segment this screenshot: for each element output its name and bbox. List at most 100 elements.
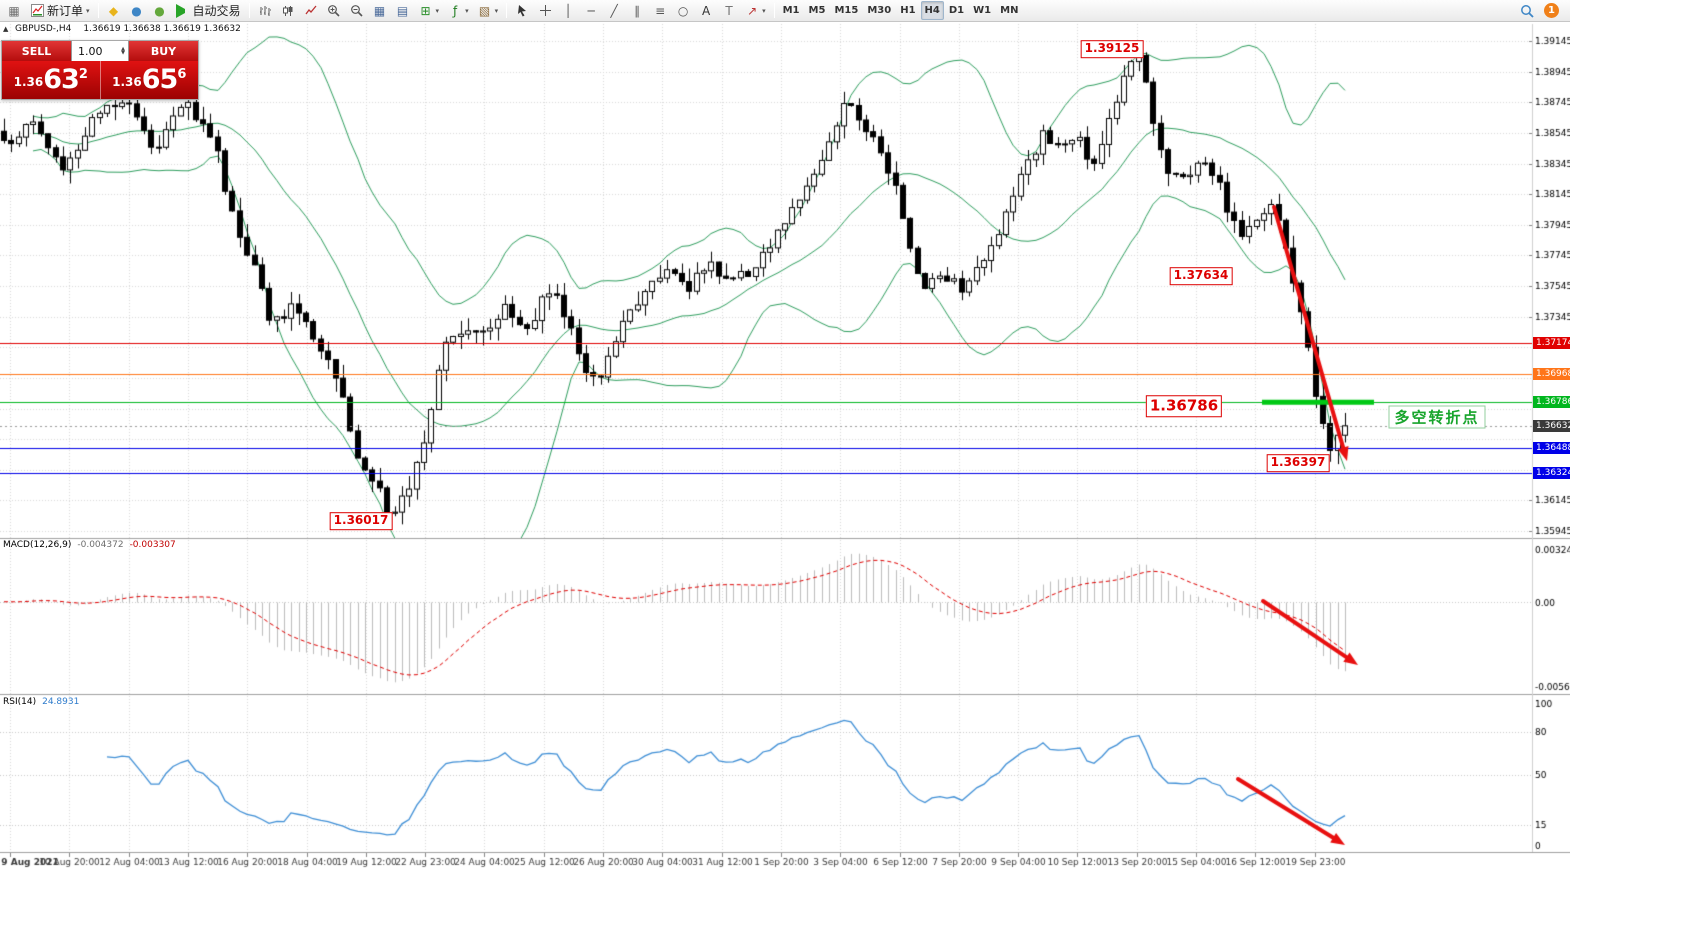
vertical-line-button[interactable]: │ bbox=[557, 1, 579, 20]
cursor-button[interactable] bbox=[511, 1, 533, 20]
sell-price-button[interactable]: 1.36 63 2 bbox=[2, 61, 100, 99]
buy-button[interactable]: BUY bbox=[129, 41, 198, 61]
price-flag[interactable]: 1.36786 bbox=[1145, 395, 1223, 417]
arrange-windows-button[interactable]: ▤ bbox=[392, 1, 414, 20]
autotrading-button[interactable]: 自动交易 bbox=[172, 1, 245, 20]
metaeditor-button[interactable]: ◆ bbox=[103, 1, 125, 20]
trendline-button[interactable]: ╱ bbox=[603, 1, 625, 20]
equidistant-channel-button[interactable]: ∥ bbox=[626, 1, 648, 20]
current-price-badge: 1.36632 bbox=[1533, 420, 1573, 432]
one-click-toggle-icon[interactable]: ▲ bbox=[3, 25, 9, 33]
horizontal-line-button[interactable]: ─ bbox=[580, 1, 602, 20]
volume-down-icon[interactable]: ▼ bbox=[121, 50, 125, 56]
search-button[interactable] bbox=[1516, 1, 1538, 20]
indicators-button[interactable]: ƒ ▾ bbox=[444, 1, 473, 20]
rsi-header: RSI(14) 24.8931 bbox=[3, 697, 79, 707]
zoom-out-button[interactable] bbox=[346, 1, 368, 20]
autotrading-label: 自动交易 bbox=[192, 4, 241, 18]
zoom-in-button[interactable] bbox=[323, 1, 345, 20]
price-chart-canvas[interactable] bbox=[0, 0, 1570, 946]
market-news-button[interactable]: ● bbox=[149, 1, 171, 20]
timeframe-h1-label: H1 bbox=[900, 5, 916, 16]
sell-price-point: 2 bbox=[78, 67, 88, 82]
volume-up-icon[interactable]: ▲ bbox=[121, 45, 125, 52]
community-icon: ● bbox=[131, 3, 142, 18]
arrows-icon: ↗ bbox=[747, 3, 758, 18]
price-flag[interactable]: 1.36017 bbox=[329, 512, 393, 530]
fibonacci-icon: ≡ bbox=[655, 3, 666, 18]
fibonacci-retracement-button[interactable]: ≡ bbox=[649, 1, 671, 20]
new-order-button[interactable]: 新订单 ▾ bbox=[26, 1, 94, 20]
indicators-icon: ƒ bbox=[452, 3, 458, 18]
timeframe-m15-button[interactable]: M15 bbox=[830, 1, 862, 20]
text-icon: A bbox=[701, 3, 711, 18]
level-price-badge: 1.36488 bbox=[1533, 442, 1573, 454]
volume-field[interactable]: 1.00 ▲ ▼ bbox=[71, 41, 129, 61]
autotrading-icon bbox=[175, 3, 190, 18]
new-order-icon bbox=[30, 4, 44, 18]
new-chart-icon: ⊞ bbox=[420, 3, 431, 18]
zoom-out-icon bbox=[350, 4, 364, 18]
timeframe-m1-button[interactable]: M1 bbox=[779, 1, 804, 20]
tile-windows-button[interactable]: ▦ bbox=[369, 1, 391, 20]
toolbar-group-timeframes: M1 M5 M15 M30 H1 H4 D1 W1 MN bbox=[779, 1, 1023, 20]
timeframe-w1-button[interactable]: W1 bbox=[969, 1, 995, 20]
candlestick-icon bbox=[281, 4, 295, 18]
line-chart-button[interactable] bbox=[300, 1, 322, 20]
buy-price-point: 6 bbox=[177, 67, 187, 82]
text-button[interactable]: A bbox=[695, 1, 717, 20]
sell-price-head: 1.36 bbox=[13, 75, 44, 89]
one-click-trading-panel: SELL 1.00 ▲ ▼ BUY 1.36 63 2 1.36 65 6 bbox=[1, 40, 199, 100]
channel-icon: ∥ bbox=[634, 3, 641, 18]
timeframe-mn-button[interactable]: MN bbox=[996, 1, 1022, 20]
timeframe-d1-button[interactable]: D1 bbox=[945, 1, 968, 20]
price-flag[interactable]: 1.39125 bbox=[1080, 40, 1144, 58]
sell-button[interactable]: SELL bbox=[2, 41, 71, 61]
timeframe-h4-label: H4 bbox=[924, 5, 940, 16]
toolbar-separator bbox=[773, 3, 775, 18]
crosshair-button[interactable] bbox=[534, 1, 556, 20]
price-flag[interactable]: 1.36397 bbox=[1266, 454, 1330, 472]
timeframe-w1-label: W1 bbox=[973, 5, 992, 16]
notification-badge[interactable]: 1 bbox=[1544, 3, 1559, 18]
macd-main-value: -0.004372 bbox=[77, 540, 124, 550]
level-price-badge: 1.36968 bbox=[1533, 368, 1573, 380]
candlestick-chart-button[interactable] bbox=[277, 1, 299, 20]
timeframe-d1-label: D1 bbox=[948, 5, 965, 16]
turning-point-annotation[interactable]: 多空转折点 bbox=[1388, 405, 1486, 429]
toolbar-right: 1 bbox=[1516, 1, 1567, 20]
horizontal-line-icon: ─ bbox=[587, 3, 595, 18]
trendline-icon: ╱ bbox=[610, 3, 618, 18]
community-button[interactable]: ● bbox=[126, 1, 148, 20]
text-label-icon: T bbox=[725, 3, 733, 18]
timeframe-m30-label: M30 bbox=[867, 5, 892, 16]
timeframe-h4-button[interactable]: H4 bbox=[920, 1, 944, 20]
toolbar-group-file: ▦ 新订单 ▾ bbox=[3, 1, 94, 20]
text-label-button[interactable]: T bbox=[718, 1, 740, 20]
macd-title: MACD(12,26,9) bbox=[3, 540, 72, 550]
timeframe-m30-button[interactable]: M30 bbox=[863, 1, 895, 20]
toolbar-group-apps: ◆ ● ● 自动交易 bbox=[103, 1, 245, 20]
level-price-badge: 1.36786 bbox=[1533, 396, 1573, 408]
volume-stepper[interactable]: ▲ ▼ bbox=[121, 45, 125, 56]
dropdown-caret-icon: ▾ bbox=[86, 6, 90, 15]
rsi-value: 24.8931 bbox=[42, 697, 80, 707]
arrow-tools-button[interactable]: ↗ ▾ bbox=[741, 1, 770, 20]
macd-signal-value: -0.003307 bbox=[129, 540, 176, 550]
new-chart-button[interactable]: ⊞ ▾ bbox=[415, 1, 444, 20]
bar-chart-button[interactable] bbox=[254, 1, 276, 20]
volume-value[interactable]: 1.00 bbox=[78, 44, 103, 58]
chart-window-button[interactable]: ▦ bbox=[3, 1, 25, 20]
ellipse-button[interactable]: ○ bbox=[672, 1, 694, 20]
timeframe-m15-label: M15 bbox=[834, 5, 859, 16]
timeframe-m5-button[interactable]: M5 bbox=[805, 1, 830, 20]
buy-price-head: 1.36 bbox=[112, 75, 142, 89]
price-flag[interactable]: 1.37634 bbox=[1169, 267, 1233, 285]
toolbar-separator bbox=[248, 3, 250, 18]
timeframe-h1-button[interactable]: H1 bbox=[896, 1, 919, 20]
timeframe-m1-label: M1 bbox=[782, 5, 800, 16]
buy-price-button[interactable]: 1.36 65 6 bbox=[99, 61, 198, 99]
vertical-line-icon: │ bbox=[564, 3, 572, 18]
templates-button[interactable]: ▧ ▾ bbox=[474, 1, 503, 20]
template-icon: ▧ bbox=[478, 3, 491, 18]
